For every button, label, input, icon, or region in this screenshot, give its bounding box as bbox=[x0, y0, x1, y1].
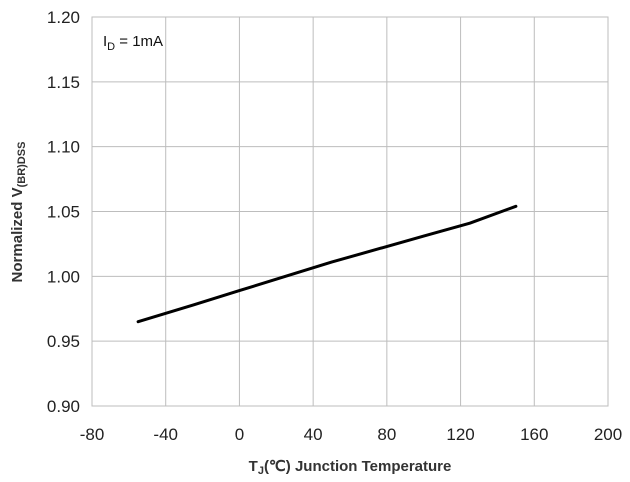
x-tick-label: 40 bbox=[304, 425, 323, 444]
y-tick-labels: 0.90 0.95 1.00 1.05 1.10 1.15 1.20 bbox=[47, 8, 80, 416]
x-tick-labels: -80 -40 0 40 80 120 160 200 bbox=[80, 425, 622, 444]
y-tick-label: 1.05 bbox=[47, 203, 80, 222]
annotation-main: I bbox=[103, 33, 107, 50]
y-axis-title: Normalized V(BR)DSS bbox=[9, 142, 28, 283]
y-tick-label: 1.00 bbox=[47, 267, 80, 286]
y-tick-label: 0.95 bbox=[47, 332, 80, 351]
annotation-sub: D bbox=[107, 41, 115, 53]
x-tick-label: 200 bbox=[594, 425, 622, 444]
x-tick-label: 0 bbox=[235, 425, 244, 444]
annotation-rest: = 1mA bbox=[115, 33, 163, 50]
series-layer bbox=[136, 204, 518, 324]
x-tick-label: -80 bbox=[80, 425, 105, 444]
y-tick-label: 0.90 bbox=[47, 397, 80, 416]
annotation: ID = 1mA bbox=[103, 33, 163, 53]
grid-lines bbox=[92, 17, 608, 406]
x-axis-title-sub: J bbox=[258, 465, 264, 477]
x-axis-title: TJ(℃) Junction Temperature bbox=[249, 458, 452, 477]
x-tick-label: 160 bbox=[520, 425, 548, 444]
y-axis-title-sub: (BR)DSS bbox=[16, 142, 28, 188]
x-axis-title-rest: (℃) Junction Temperature bbox=[264, 458, 451, 475]
series-line bbox=[136, 204, 518, 324]
x-tick-label: -40 bbox=[153, 425, 178, 444]
x-axis-title-main: T bbox=[249, 458, 258, 475]
x-tick-label: 80 bbox=[377, 425, 396, 444]
plot-area bbox=[91, 16, 609, 407]
y-tick-label: 1.15 bbox=[47, 73, 80, 92]
y-tick-label: 1.20 bbox=[47, 8, 80, 27]
y-tick-label: 1.10 bbox=[47, 138, 80, 157]
y-axis-title-main: Normalized V bbox=[9, 187, 26, 282]
x-tick-label: 120 bbox=[446, 425, 474, 444]
